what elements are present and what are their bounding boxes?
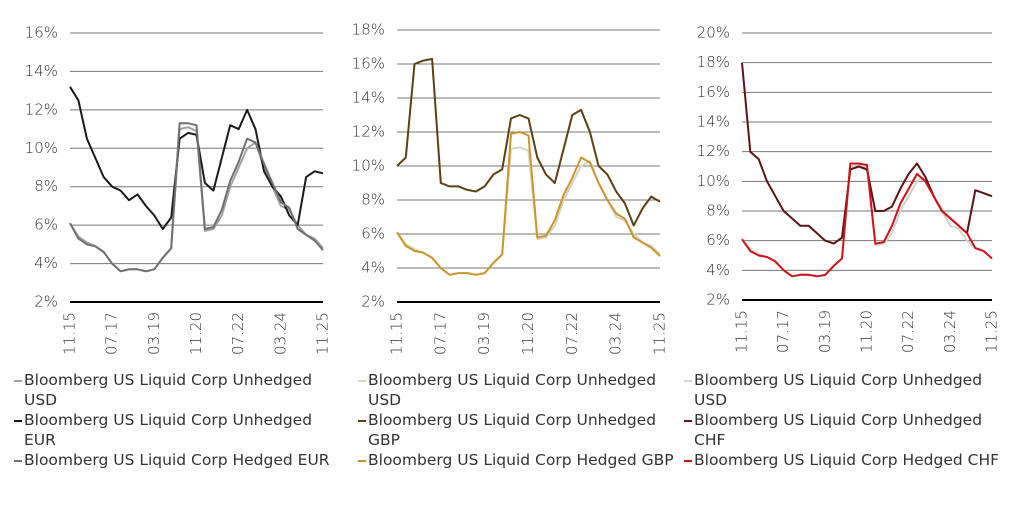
x-tick-label: 11.15 (733, 310, 751, 353)
x-tick-label: 07.17 (774, 310, 792, 353)
legend-entry: Bloomberg US Liquid Corp Unhedged USD (14, 370, 339, 410)
legend-marker (14, 420, 22, 422)
charts: 2% 4% 6% 8% 10% 12% 14% 16% 11.15 07.17 03.19 11.20… (25, 21, 1001, 355)
legend-label: Bloomberg US Liquid Corp Unhedged GBP (368, 411, 657, 449)
x-tick-label: 11.25 (651, 312, 669, 355)
series-line (741, 162, 993, 278)
legend: Bloomberg US Liquid Corp Unhedged USD Blo… (14, 370, 339, 470)
x-tick-label: 11.25 (983, 310, 1001, 353)
y-tick-label: 14% (697, 113, 730, 131)
y-tick-label: 6% (34, 216, 58, 234)
y-tick-label: 8% (706, 202, 730, 220)
x-tick-label: 07.22 (229, 312, 247, 355)
legend: Bloomberg US Liquid Corp Unhedged USD Blo… (358, 370, 683, 470)
legend-label: Bloomberg US Liquid Corp Unhedged USD (694, 371, 983, 409)
y-tick-label: 10% (25, 139, 58, 157)
series-line (69, 122, 324, 273)
series-line (396, 57, 661, 227)
legend-marker (358, 420, 366, 422)
legend-marker (358, 380, 366, 382)
x-tick-label: 07.17 (431, 312, 449, 355)
x-tick-label: 07.17 (103, 312, 121, 355)
legend: Bloomberg US Liquid Corp Unhedged USD Blo… (684, 370, 1009, 470)
legend-entry: Bloomberg US Liquid Corp Hedged EUR (14, 450, 339, 470)
x-tick-label: 11.15 (61, 312, 79, 355)
y-tick-label: 4% (706, 261, 730, 279)
y-tick-label: 8% (361, 191, 385, 209)
y-tick-label: 18% (352, 21, 385, 39)
x-tick-label: 11.15 (388, 312, 406, 355)
y-tick-label: 12% (352, 123, 385, 141)
legend-label: Bloomberg US Liquid Corp Unhedged USD (368, 371, 657, 409)
series-line (741, 62, 993, 245)
y-tick-label: 2% (361, 293, 385, 311)
x-tick-label: 03.24 (941, 310, 959, 353)
y-tick-label: 4% (34, 254, 58, 272)
y-tick-label: 12% (697, 142, 730, 160)
legend-entry: Bloomberg US Liquid Corp Hedged GBP (358, 450, 683, 470)
legend-entry: Bloomberg US Liquid Corp Unhedged EUR (14, 410, 339, 450)
y-tick-label: 16% (697, 83, 730, 101)
legend-label: Bloomberg US Liquid Corp Unhedged EUR (24, 411, 313, 449)
series-line (69, 126, 324, 273)
y-tick-label: 6% (361, 225, 385, 243)
x-tick-label: 11.25 (314, 312, 332, 355)
legend-entry: Bloomberg US Liquid Corp Unhedged GBP (358, 410, 683, 450)
legend-label: Bloomberg US Liquid Corp Hedged CHF (694, 451, 1000, 469)
legend-entry: Bloomberg US Liquid Corp Hedged CHF (684, 450, 1009, 470)
y-tick-label: 4% (361, 259, 385, 277)
legend-marker (684, 420, 692, 422)
x-tick-label: 03.19 (475, 312, 493, 355)
y-tick-label: 14% (25, 62, 58, 80)
legend-label: Bloomberg US Liquid Corp Unhedged CHF (694, 411, 983, 449)
series-line (396, 131, 661, 276)
legend-entry: Bloomberg US Liquid Corp Unhedged CHF (684, 410, 1009, 450)
legend-marker (358, 460, 366, 462)
x-tick-label: 03.24 (607, 312, 625, 355)
y-tick-label: 6% (706, 231, 730, 249)
x-tick-label: 07.22 (899, 310, 917, 353)
legend-marker (684, 380, 692, 382)
legend-label: Bloomberg US Liquid Corp Unhedged USD (24, 371, 313, 409)
x-tick-label: 11.20 (519, 312, 537, 355)
y-tick-label: 2% (34, 293, 58, 311)
legend-entry: Bloomberg US Liquid Corp Unhedged USD (684, 370, 1009, 410)
legend-label: Bloomberg US Liquid Corp Hedged EUR (24, 451, 330, 469)
y-tick-label: 2% (706, 291, 730, 309)
y-tick-label: 20% (697, 24, 730, 42)
y-tick-label: 10% (697, 172, 730, 190)
series-line (69, 86, 324, 230)
legend-entry: Bloomberg US Liquid Corp Unhedged USD (358, 370, 683, 410)
y-tick-label: 12% (25, 100, 58, 118)
legend-marker (14, 460, 22, 462)
legend-marker (14, 380, 22, 382)
y-tick-label: 8% (34, 177, 58, 195)
x-tick-label: 07.22 (563, 312, 581, 355)
x-tick-label: 11.20 (187, 312, 205, 355)
y-tick-label: 16% (25, 24, 58, 42)
y-tick-label: 14% (352, 89, 385, 107)
x-tick-label: 03.19 (816, 310, 834, 353)
y-tick-label: 10% (352, 157, 385, 175)
legend-label: Bloomberg US Liquid Corp Hedged GBP (368, 451, 674, 469)
x-tick-label: 03.19 (145, 312, 163, 355)
x-tick-label: 03.24 (271, 312, 289, 355)
y-tick-label: 18% (697, 53, 730, 71)
x-tick-label: 11.20 (858, 310, 876, 353)
legend-marker (684, 460, 692, 462)
y-tick-label: 16% (352, 55, 385, 73)
